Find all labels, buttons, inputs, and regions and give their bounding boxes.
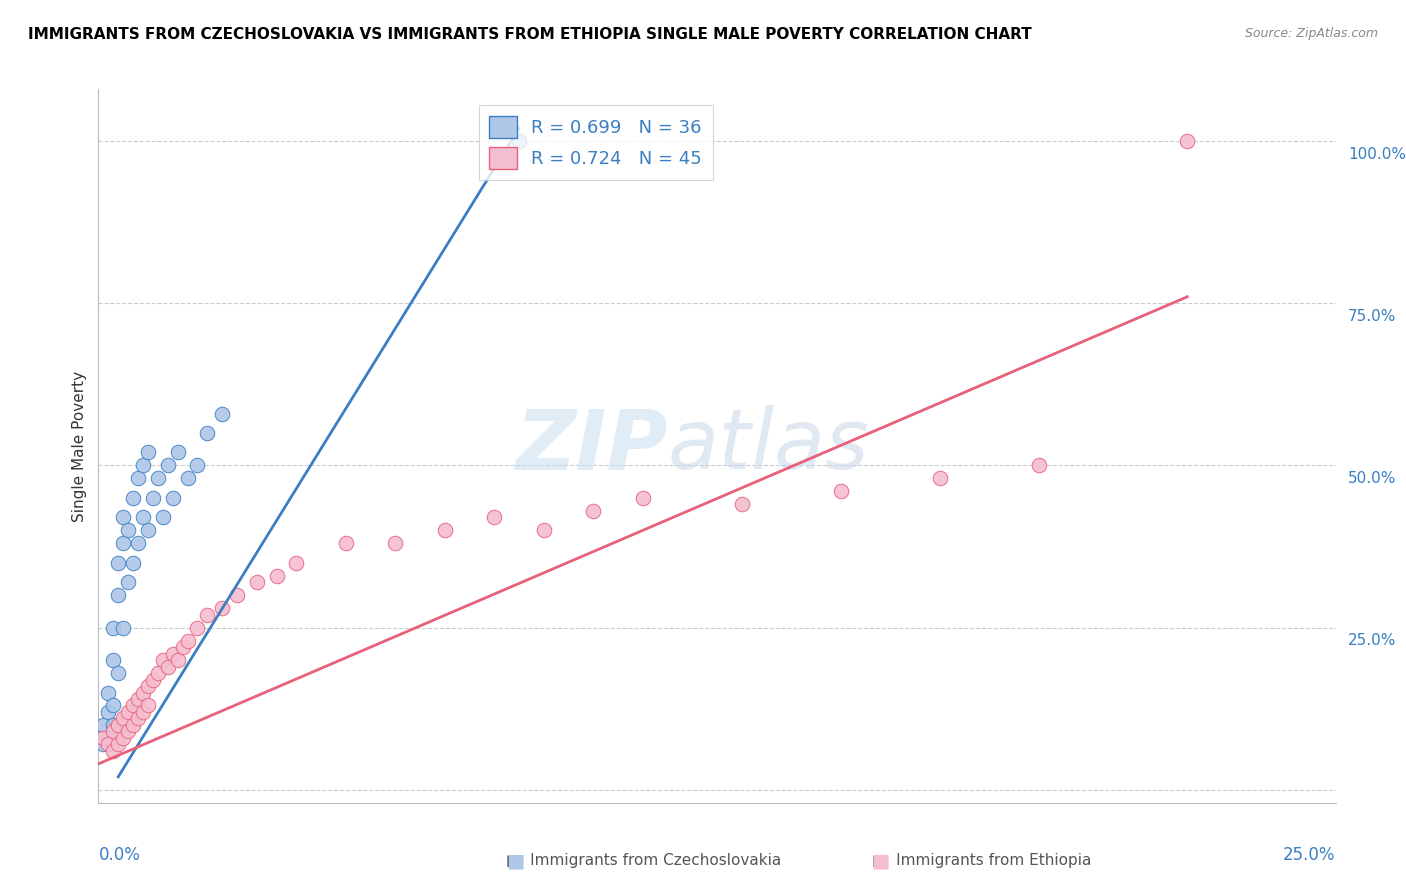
- Text: Source: ZipAtlas.com: Source: ZipAtlas.com: [1244, 27, 1378, 40]
- Point: [146, 666, 169, 681]
- Point: [103, 724, 125, 739]
- Point: [103, 718, 125, 732]
- Point: [484, 510, 506, 524]
- Point: [122, 556, 145, 570]
- Point: [186, 458, 208, 473]
- Point: [172, 640, 194, 654]
- Point: [156, 659, 179, 673]
- Point: [132, 705, 155, 719]
- Point: [162, 491, 184, 505]
- Point: [127, 471, 149, 485]
- Point: [117, 724, 139, 739]
- Point: [830, 484, 852, 499]
- Point: [335, 536, 357, 550]
- Point: [107, 666, 129, 681]
- Point: [97, 738, 120, 752]
- Point: [195, 607, 218, 622]
- Text: ZIP: ZIP: [515, 406, 668, 486]
- Point: [246, 575, 269, 590]
- Point: [731, 497, 754, 511]
- Point: [226, 588, 249, 602]
- Point: [103, 698, 125, 713]
- Point: [433, 524, 456, 538]
- Point: [266, 568, 288, 582]
- Point: [93, 731, 115, 745]
- Point: [166, 445, 188, 459]
- Point: [107, 556, 129, 570]
- Point: [176, 471, 198, 485]
- Point: [127, 536, 149, 550]
- Point: [156, 458, 179, 473]
- Point: [211, 601, 233, 615]
- Point: [142, 673, 165, 687]
- Point: [103, 621, 125, 635]
- Point: [107, 738, 129, 752]
- Point: [928, 471, 950, 485]
- Point: [152, 510, 174, 524]
- Point: [136, 445, 159, 459]
- Point: [136, 698, 159, 713]
- Point: [136, 679, 159, 693]
- Point: [132, 458, 155, 473]
- Text: ■  Immigrants from Ethiopia: ■ Immigrants from Ethiopia: [872, 854, 1091, 868]
- Point: [162, 647, 184, 661]
- Text: ■: ■: [872, 851, 890, 871]
- Point: [1175, 134, 1198, 148]
- Point: [631, 491, 654, 505]
- Point: [93, 738, 115, 752]
- Point: [132, 685, 155, 699]
- Point: [211, 407, 233, 421]
- Text: 25.0%: 25.0%: [1348, 633, 1396, 648]
- Point: [384, 536, 406, 550]
- Point: [112, 711, 135, 725]
- Point: [112, 536, 135, 550]
- Point: [142, 491, 165, 505]
- Point: [117, 705, 139, 719]
- Point: [112, 731, 135, 745]
- Point: [152, 653, 174, 667]
- Legend: R = 0.699   N = 36, R = 0.724   N = 45: R = 0.699 N = 36, R = 0.724 N = 45: [478, 105, 713, 180]
- Text: 75.0%: 75.0%: [1348, 309, 1396, 324]
- Point: [122, 718, 145, 732]
- Point: [97, 685, 120, 699]
- Point: [117, 524, 139, 538]
- Point: [508, 134, 530, 148]
- Point: [132, 510, 155, 524]
- Point: [166, 653, 188, 667]
- Point: [127, 711, 149, 725]
- Point: [112, 621, 135, 635]
- Point: [533, 524, 555, 538]
- Point: [186, 621, 208, 635]
- Text: 50.0%: 50.0%: [1348, 471, 1396, 486]
- Point: [122, 491, 145, 505]
- Text: 100.0%: 100.0%: [1348, 146, 1406, 161]
- Point: [97, 731, 120, 745]
- Text: 25.0%: 25.0%: [1284, 846, 1336, 863]
- Point: [93, 718, 115, 732]
- Text: ■  Immigrants from Czechoslovakia: ■ Immigrants from Czechoslovakia: [506, 854, 782, 868]
- Point: [285, 556, 308, 570]
- Point: [103, 653, 125, 667]
- Point: [103, 744, 125, 758]
- Point: [1028, 458, 1050, 473]
- Point: [122, 698, 145, 713]
- Point: [117, 575, 139, 590]
- Text: 0.0%: 0.0%: [98, 846, 141, 863]
- Point: [136, 524, 159, 538]
- Point: [176, 633, 198, 648]
- Point: [582, 504, 605, 518]
- Point: [107, 588, 129, 602]
- Text: ■: ■: [506, 851, 524, 871]
- Point: [146, 471, 169, 485]
- Point: [97, 705, 120, 719]
- Point: [107, 718, 129, 732]
- Point: [112, 510, 135, 524]
- Text: atlas: atlas: [668, 406, 869, 486]
- Point: [127, 692, 149, 706]
- Text: IMMIGRANTS FROM CZECHOSLOVAKIA VS IMMIGRANTS FROM ETHIOPIA SINGLE MALE POVERTY C: IMMIGRANTS FROM CZECHOSLOVAKIA VS IMMIGR…: [28, 27, 1032, 42]
- Y-axis label: Single Male Poverty: Single Male Poverty: [72, 370, 87, 522]
- Point: [195, 425, 218, 440]
